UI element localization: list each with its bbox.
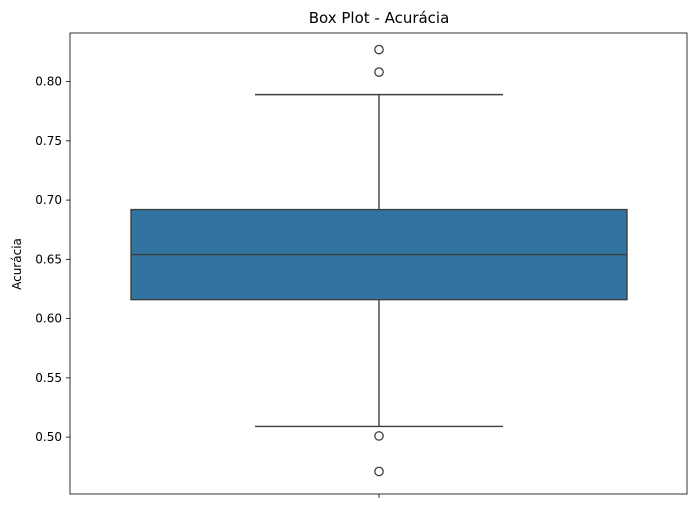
y-tick-label: 0.50: [35, 430, 62, 444]
outlier-point: [374, 466, 384, 477]
y-tick-label: 0.70: [35, 193, 62, 207]
outlier-point: [374, 431, 384, 441]
outlier-point: [374, 44, 384, 55]
y-axis-label: Acurácia: [10, 238, 24, 290]
y-tick-label: 0.80: [35, 75, 62, 89]
y-tick-label: 0.60: [35, 312, 62, 326]
y-tick-label: 0.65: [35, 252, 62, 266]
axes-frame: [69, 32, 688, 495]
y-tick-label: 0.75: [35, 134, 62, 148]
y-tick-label: 0.55: [35, 371, 62, 385]
outlier-point: [374, 67, 384, 77]
chart-title: Box Plot - Acurácia: [309, 9, 450, 27]
plot-area: 0.50 0.55 0.60 0.65 0.70 0.75 0.80: [35, 32, 688, 498]
